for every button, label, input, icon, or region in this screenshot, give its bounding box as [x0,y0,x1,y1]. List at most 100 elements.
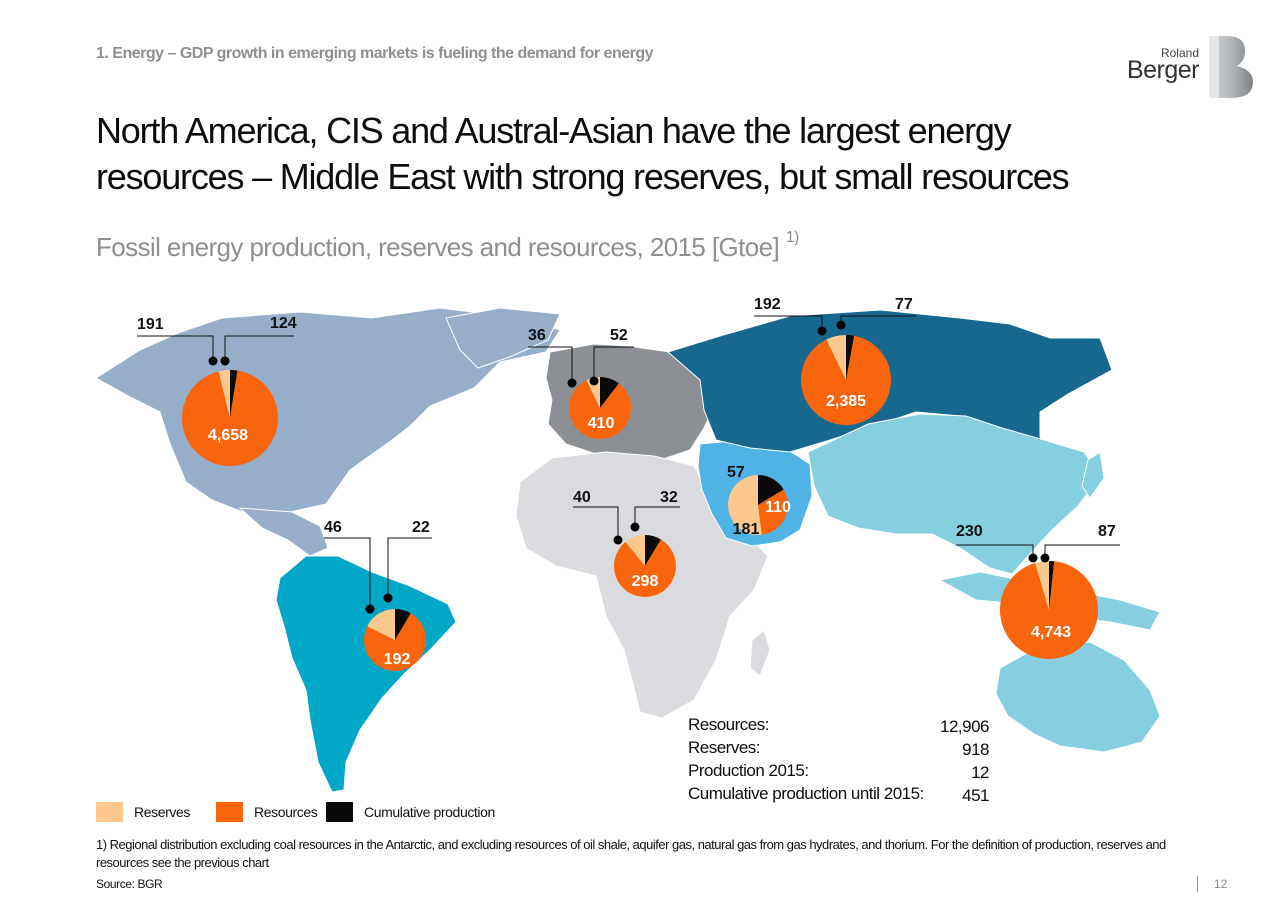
world-map [95,307,1161,793]
leader-dot-latin-america-reserves [365,604,375,614]
pie-slice-north-america-cumulative [230,370,238,418]
totals-reserves-label: Reserves: [688,738,761,757]
totals-resources-label: Resources: [688,715,769,734]
leader-dot-europe-reserves [567,378,577,388]
legend-label-resources: Resources [254,804,318,820]
pie-north-america: 191 124 4,658 [137,315,297,466]
leader-dot-africa-reserves [613,535,623,545]
totals-reserves-value: 918 [962,740,989,759]
label-austral-asia-reserves: 230 [956,523,983,540]
map-region-greenland [445,307,561,369]
page-title-line-1: North America, CIS and Austral-Asian hav… [96,110,1012,151]
pie-slice-europe-reserves [586,377,600,408]
pie-africa: 40 32 298 [573,489,680,597]
totals-production-label: Production 2015: [688,761,809,780]
pie-cis: 192 77 2,385 [754,296,916,425]
chart-subtitle-text: Fossil energy production, reserves and r… [96,232,780,262]
footnote-marker: 1) [785,229,800,247]
label-africa-resources: 298 [632,573,659,590]
pie-slice-africa-reserves [625,535,645,566]
totals-row-production: Production 2015: 12 [688,761,993,784]
leader-dot-north-america-cumulative [220,356,230,366]
pie-slice-middle-east-resources [758,489,788,535]
leader-dot-latin-america-cumulative [383,593,393,603]
pie-slice-latin-america-reserves [367,609,395,640]
pie-europe: 36 52 410 [528,327,634,439]
legend-swatch-resources [216,802,243,822]
map-region-japan [1081,451,1105,499]
map-region-austral-asia [807,413,1101,575]
legend-label-cumulative: Cumulative production [364,804,495,820]
totals-production-value: 12 [971,763,989,782]
page-title: North America, CIS and Austral-Asian hav… [96,108,1216,200]
legend-label-reserves: Reserves [134,804,190,820]
leader-dot-austral-asia-cumulative [1040,553,1050,563]
leader-line-cis-reserves [754,315,823,331]
pie-slice-north-america-reserves [218,370,230,418]
totals-cumulative-label: Cumulative production until 2015: [688,784,924,803]
totals-row-reserves: Reserves: 918 [688,738,993,761]
legend-swatch-reserves [96,802,123,822]
map-region-madagascar [749,629,771,677]
label-africa-cumulative: 32 [660,489,678,506]
totals-resources-value: 12,906 [940,717,990,736]
region-pies: 191 124 4,658 46 22 192 36 52 410 40 32 298 181 57 110… [137,296,1120,671]
leader-dot-austral-asia-reserves [1028,553,1038,563]
leader-line-north-america-cumulative [224,335,294,361]
label-middle-east-reserves: 181 [733,521,760,538]
legend-swatch-cumulative [326,802,353,822]
label-north-america-reserves: 191 [137,316,164,333]
pie-austral-asia: 230 87 4,743 [956,523,1120,659]
map-region-latin-america [275,555,457,793]
pie-slice-austral-asia-reserves [1035,560,1049,610]
label-cis-reserves: 192 [754,296,781,313]
label-europe-cumulative: 52 [610,327,628,344]
leader-line-latin-america-cumulative [387,537,432,598]
footnote: 1) Regional distribution excluding coal … [96,837,1166,870]
label-latin-america-cumulative: 22 [412,519,430,536]
leader-dot-north-america-reserves [208,356,218,366]
pie-slice-middle-east-reserves [728,475,762,535]
totals-cumulative-value: 451 [962,786,989,805]
label-cis-cumulative: 77 [895,296,913,313]
logo-b-mark-icon [1209,36,1253,98]
totals-row-cumulative: Cumulative production until 2015: 451 [688,784,993,807]
leader-line-europe-cumulative [593,346,634,381]
label-austral-asia-resources: 4,743 [1031,624,1071,641]
label-cis-resources: 2,385 [826,393,866,410]
pie-slice-africa-resources [614,539,676,597]
breadcrumb: 1. Energy – GDP growth in emerging marke… [96,45,654,62]
pie-slice-austral-asia-resources [999,561,1098,659]
leader-dot-cis-cumulative [836,320,846,330]
totals-row-resources: Resources: 12,906 [688,715,993,738]
leader-line-africa-cumulative [634,506,680,527]
label-latin-america-reserves: 46 [324,519,342,536]
leader-dot-africa-cumulative [630,522,640,532]
chart-subtitle: Fossil energy production, reserves and r… [96,229,800,263]
source-note: Source: BGR [96,877,163,891]
leader-dot-europe-cumulative [589,376,599,386]
pie-slice-austral-asia-cumulative [1049,561,1055,610]
label-austral-asia-cumulative: 87 [1098,523,1116,540]
pie-slice-latin-america-cumulative [395,609,411,640]
pie-slice-europe-cumulative [600,377,619,408]
label-europe-resources: 410 [588,415,615,432]
pie-slice-middle-east-cumulative [758,475,784,505]
label-africa-reserves: 40 [573,489,591,506]
page-number-divider [1197,876,1198,892]
leader-line-latin-america-reserves [324,537,371,609]
label-europe-reserves: 36 [528,327,546,344]
pie-slice-cis-cumulative [846,335,855,380]
map-region-australia [995,641,1161,753]
leader-line-africa-reserves [573,506,619,540]
label-north-america-resources: 4,658 [208,427,248,444]
pie-latin-america: 46 22 192 [324,519,432,671]
logo-text-roland: Roland [1160,46,1199,60]
leader-dot-cis-reserves [817,326,827,336]
page-number: 12 [1214,877,1228,891]
pie-slice-europe-resources [569,380,631,439]
leader-line-north-america-reserves [137,335,214,361]
leader-line-austral-asia-cumulative [1044,544,1120,558]
page-title-line-2: resources – Middle East with strong rese… [96,156,1070,197]
